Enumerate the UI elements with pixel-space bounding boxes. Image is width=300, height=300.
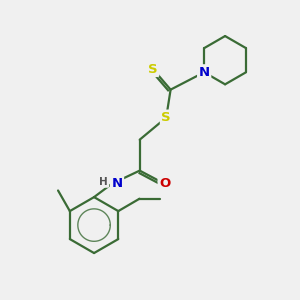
Text: H: H xyxy=(99,176,108,187)
Text: O: O xyxy=(159,177,170,190)
Text: S: S xyxy=(161,111,171,124)
Text: S: S xyxy=(148,62,158,76)
Text: N: N xyxy=(112,177,123,190)
Text: N: N xyxy=(199,66,210,79)
